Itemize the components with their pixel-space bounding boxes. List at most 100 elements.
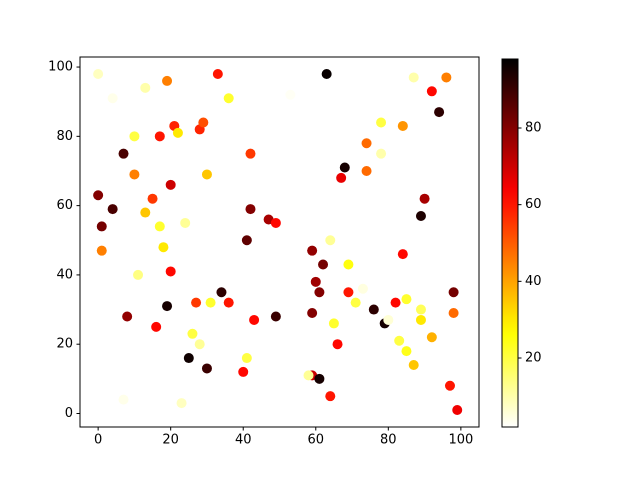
point [368, 304, 379, 315]
point [107, 93, 118, 104]
point [118, 148, 129, 159]
point [151, 321, 162, 332]
point [307, 308, 318, 319]
point [122, 311, 133, 322]
point [415, 304, 426, 315]
point [245, 148, 256, 159]
x-tick-label: 80 [380, 433, 397, 448]
point [448, 287, 459, 298]
point [343, 259, 354, 270]
point [158, 242, 169, 253]
point [183, 353, 194, 364]
point [434, 107, 445, 118]
point [216, 287, 227, 298]
point [165, 266, 176, 277]
point [212, 68, 223, 79]
point [426, 332, 437, 343]
point [397, 249, 408, 260]
point [343, 287, 354, 298]
y-tick-label: 60 [56, 198, 73, 213]
point [118, 394, 129, 405]
point [96, 221, 107, 232]
point [336, 172, 347, 183]
point [376, 148, 387, 159]
point [154, 131, 165, 142]
point [147, 193, 158, 204]
point [314, 287, 325, 298]
point [376, 117, 387, 128]
point [140, 82, 151, 93]
point [350, 297, 361, 308]
colorbar-tick-label: 80 [525, 121, 542, 136]
point [448, 308, 459, 319]
point [129, 169, 140, 180]
y-tick-label: 100 [48, 60, 73, 75]
point [441, 72, 452, 83]
point [96, 245, 107, 256]
point [361, 165, 372, 176]
point [245, 204, 256, 215]
point [176, 398, 187, 409]
y-tick-label: 0 [65, 406, 73, 421]
point [401, 346, 412, 357]
x-tick-label: 60 [307, 433, 324, 448]
point [191, 297, 202, 308]
point [325, 235, 336, 246]
point [162, 301, 173, 312]
point [241, 353, 252, 364]
point [383, 314, 394, 325]
point [249, 314, 260, 325]
y-tick-label: 80 [56, 129, 73, 144]
point [361, 138, 372, 149]
point [270, 311, 281, 322]
point [303, 370, 314, 381]
point [154, 221, 165, 232]
colorbar-tick-label: 20 [525, 351, 542, 366]
point [140, 207, 151, 218]
x-tick-label: 40 [235, 433, 252, 448]
colorbar [501, 58, 519, 428]
point [314, 373, 325, 384]
x-tick-label: 100 [448, 433, 473, 448]
y-tick-label: 40 [56, 267, 73, 282]
x-tick-label: 0 [94, 433, 102, 448]
point [129, 131, 140, 142]
point [93, 190, 104, 201]
point [180, 217, 191, 228]
point [307, 245, 318, 256]
point [325, 391, 336, 402]
point [133, 269, 144, 280]
point [310, 276, 321, 287]
point [444, 380, 455, 391]
point [223, 297, 234, 308]
point [165, 179, 176, 190]
point [328, 318, 339, 329]
point [198, 117, 209, 128]
point [238, 366, 249, 377]
point [357, 283, 368, 294]
point [426, 86, 437, 97]
point [201, 169, 212, 180]
point [419, 193, 430, 204]
point [408, 359, 419, 370]
point [408, 72, 419, 83]
plot-frame [79, 56, 480, 428]
point [321, 68, 332, 79]
point [285, 89, 296, 100]
point [397, 120, 408, 131]
x-tick-label: 20 [162, 433, 179, 448]
point [187, 328, 198, 339]
point [270, 217, 281, 228]
y-tick-label: 20 [56, 337, 73, 352]
point [194, 339, 205, 350]
point [201, 363, 212, 374]
point [394, 335, 405, 346]
point [401, 294, 412, 305]
point [107, 204, 118, 215]
colorbar-tick-label: 60 [525, 197, 542, 212]
point [172, 127, 183, 138]
point [162, 75, 173, 86]
point [241, 235, 252, 246]
point [390, 297, 401, 308]
